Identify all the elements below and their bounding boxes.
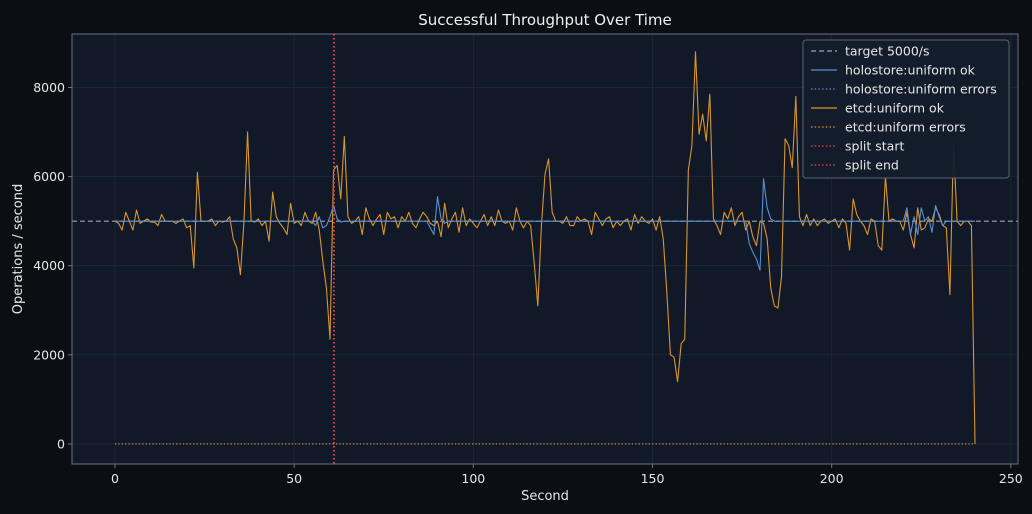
y-axis-label: Operations / second [11, 184, 26, 314]
x-tick-label: 200 [820, 471, 844, 486]
y-tick-label: 2000 [33, 347, 65, 362]
y-tick-label: 4000 [33, 258, 65, 273]
plot-border [71, 33, 1019, 465]
series-line-0 [115, 178, 975, 271]
legend-label: holostore:uniform ok [845, 63, 976, 78]
legend-label: split end [845, 158, 899, 173]
legend-label: split start [845, 139, 904, 154]
x-tick-label: 0 [111, 471, 119, 486]
x-tick-label: 250 [999, 471, 1023, 486]
legend-label: etcd:uniform ok [845, 101, 945, 116]
chart-title: Successful Throughput Over Time [418, 11, 672, 29]
legend-label: target 5000/s [845, 44, 930, 59]
y-tick-label: 8000 [33, 80, 65, 95]
x-axis-label: Second [521, 489, 569, 504]
legend: target 5000/s holostore:uniform ok holosto… [802, 39, 1010, 179]
legend-label: holostore:uniform errors [845, 82, 997, 97]
y-tick-label: 0 [57, 436, 65, 451]
x-tick-label: 150 [641, 471, 665, 486]
y-axis: 0 2000 4000 6000 8000 [33, 80, 72, 451]
x-tick-label: 100 [461, 471, 485, 486]
x-tick-label: 50 [286, 471, 302, 486]
series-lines [72, 51, 1018, 445]
legend-label: etcd:uniform errors [845, 120, 966, 135]
x-axis: 0 50 100 150 200 250 [111, 464, 1023, 486]
legend-box [802, 39, 1010, 179]
y-tick-label: 6000 [33, 169, 65, 184]
